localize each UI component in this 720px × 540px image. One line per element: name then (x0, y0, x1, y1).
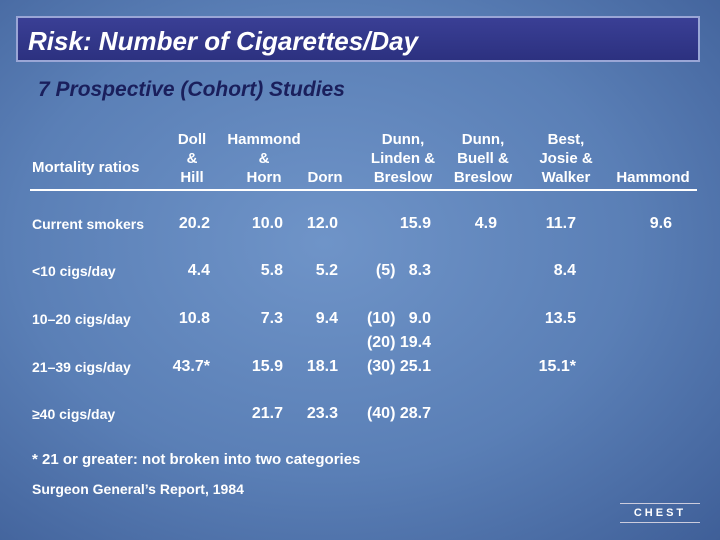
column-header: Hammond (616, 169, 690, 186)
header-rule (30, 189, 697, 191)
column-header: Dunn, (461, 131, 505, 148)
cell: 43.7* (172, 358, 210, 375)
cell: 8.4 (553, 262, 576, 279)
column-header: Breslow (373, 169, 433, 186)
source: Surgeon General’s Report, 1984 (32, 481, 244, 497)
title: Risk: Number of Cigarettes/Day (28, 26, 419, 56)
cell: 10.8 (178, 310, 210, 327)
cell: (10) 9.0 (366, 310, 431, 327)
cell: 23.3 (306, 405, 338, 422)
subtitle: 7 Prospective (Cohort) Studies (38, 78, 345, 101)
column-header: Dunn, (381, 131, 425, 148)
column-header: Breslow (453, 169, 513, 186)
cell: 12.0 (306, 215, 338, 232)
row-label: 10–20 cigs/day (32, 311, 131, 327)
cell: (40) 28.7 (366, 405, 431, 422)
cell: (5) 8.3 (375, 262, 431, 279)
row-label: ≥40 cigs/day (32, 406, 116, 422)
logo: CHEST (620, 503, 700, 523)
cell: 9.6 (649, 215, 672, 232)
cell: 5.8 (260, 262, 283, 279)
cell: 15.9 (251, 358, 283, 375)
column-header: & (258, 150, 270, 167)
cell: 18.1 (306, 358, 338, 375)
row-label: <10 cigs/day (32, 263, 116, 279)
column-header: Dorn (307, 169, 343, 186)
column-header: Hill (180, 169, 204, 186)
cell: 7.3 (260, 310, 283, 327)
column-header: Doll (177, 131, 207, 148)
column-header: Walker (541, 169, 591, 186)
column-header: Josie & (539, 150, 593, 167)
cell: 4.9 (474, 215, 497, 232)
cell: 11.7 (545, 215, 576, 232)
column-header: Best, (547, 131, 585, 148)
row-label: Current smokers (32, 216, 145, 232)
cell: 15.9 (399, 215, 431, 232)
cell: 10.0 (251, 215, 283, 232)
footnote: * 21 or greater: not broken into two cat… (32, 451, 361, 468)
cell: (20) 19.4 (366, 334, 431, 351)
column-header: Hammond (227, 131, 301, 148)
cell: 4.4 (187, 262, 210, 279)
title-bar: Risk: Number of Cigarettes/Day (16, 16, 700, 62)
cell: 21.7 (251, 405, 283, 422)
cell: 15.1* (538, 358, 576, 375)
cell: 5.2 (315, 262, 338, 279)
header-label: Mortality ratios (32, 159, 140, 176)
cell: (30) 25.1 (366, 358, 431, 375)
row-label: 21–39 cigs/day (32, 359, 131, 375)
cell: 13.5 (544, 310, 576, 327)
column-header: Buell & (457, 150, 509, 167)
column-header: & (186, 150, 198, 167)
cell: 9.4 (315, 310, 338, 327)
cell: 20.2 (178, 215, 210, 232)
column-header: Linden & (370, 150, 436, 167)
column-header: Horn (246, 169, 282, 186)
